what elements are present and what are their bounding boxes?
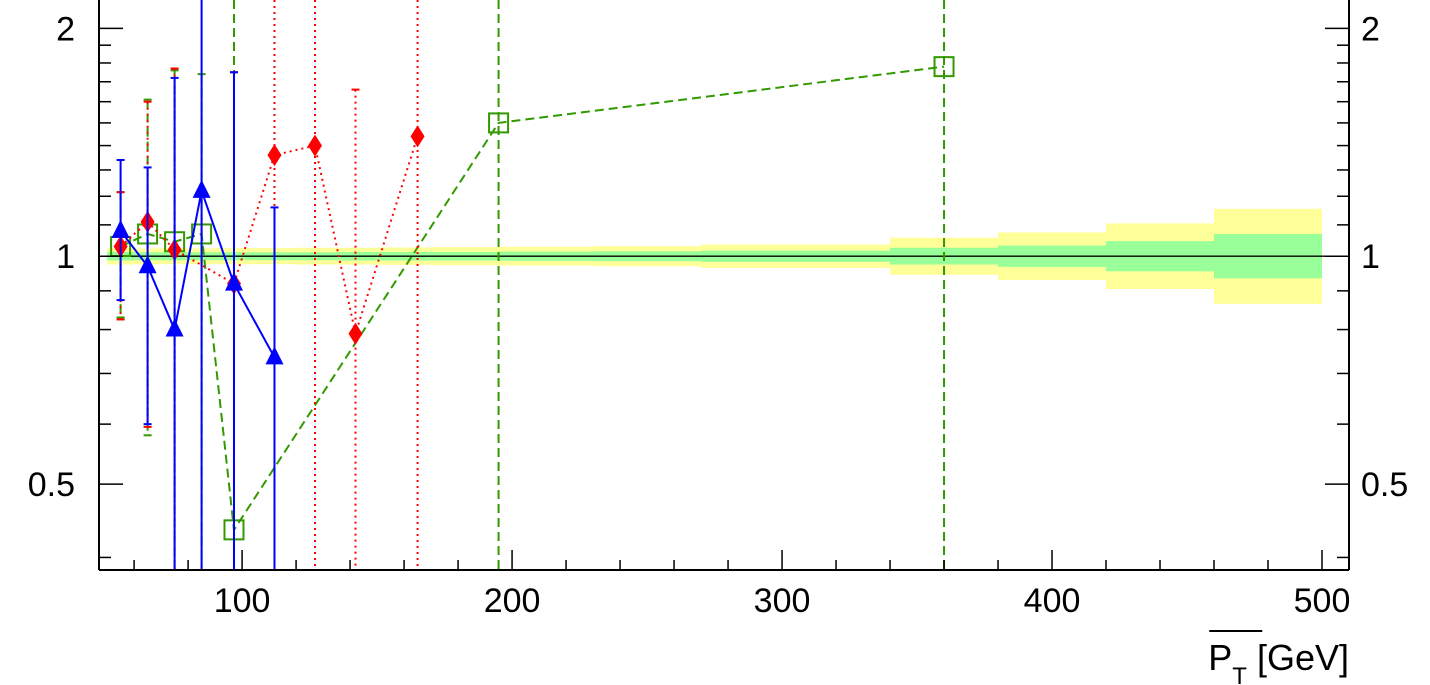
- x-axis-title-subscript: T: [1232, 663, 1247, 685]
- plot-frame: [98, 0, 1350, 571]
- y-tick-label-right: 2: [1361, 10, 1380, 48]
- y-tick-label-left: 1: [56, 238, 75, 276]
- triangle-marker: [165, 318, 184, 337]
- y-tick-label-right: 0.5: [1361, 466, 1408, 504]
- triangle-marker: [265, 346, 284, 365]
- triangle-connecting-line: [119, 187, 276, 358]
- triangle-marker: [224, 272, 243, 291]
- diamond-marker: [348, 322, 363, 345]
- open-square-connecting-line: [120, 65, 945, 533]
- x-tick-label: 100: [214, 582, 271, 620]
- x-tick-label: 300: [754, 582, 811, 620]
- x-axis-title-main: P: [1208, 637, 1232, 678]
- x-axis-title: PT [GeV]: [1208, 637, 1349, 685]
- y-tick-label-left: 2: [56, 10, 75, 48]
- x-tick-label: 200: [484, 582, 541, 620]
- triangle-marker: [138, 255, 157, 274]
- diamond-marker: [410, 125, 425, 148]
- x-tick-label: 500: [1294, 582, 1351, 620]
- x-tick-label: 400: [1024, 582, 1081, 620]
- y-tick-label-right: 1: [1361, 238, 1380, 276]
- data-series-layer: [110, 0, 955, 570]
- axes-layer: 100 200 300 400 500 0.5 0.5 1 1 2 2: [28, 10, 1408, 632]
- diamond-marker: [267, 144, 282, 167]
- square-marker: [488, 112, 510, 134]
- diamond-marker: [307, 134, 322, 157]
- triangle-marker: [111, 219, 130, 238]
- diamond-connecting-line: [119, 136, 419, 338]
- diamond-series: [113, 0, 425, 570]
- triangle-marker: [192, 179, 211, 198]
- triangle-series: [111, 0, 284, 570]
- square-marker: [933, 56, 955, 78]
- x-axis-title-unit: [GeV]: [1247, 637, 1349, 678]
- y-tick-label-left: 0.5: [28, 466, 75, 504]
